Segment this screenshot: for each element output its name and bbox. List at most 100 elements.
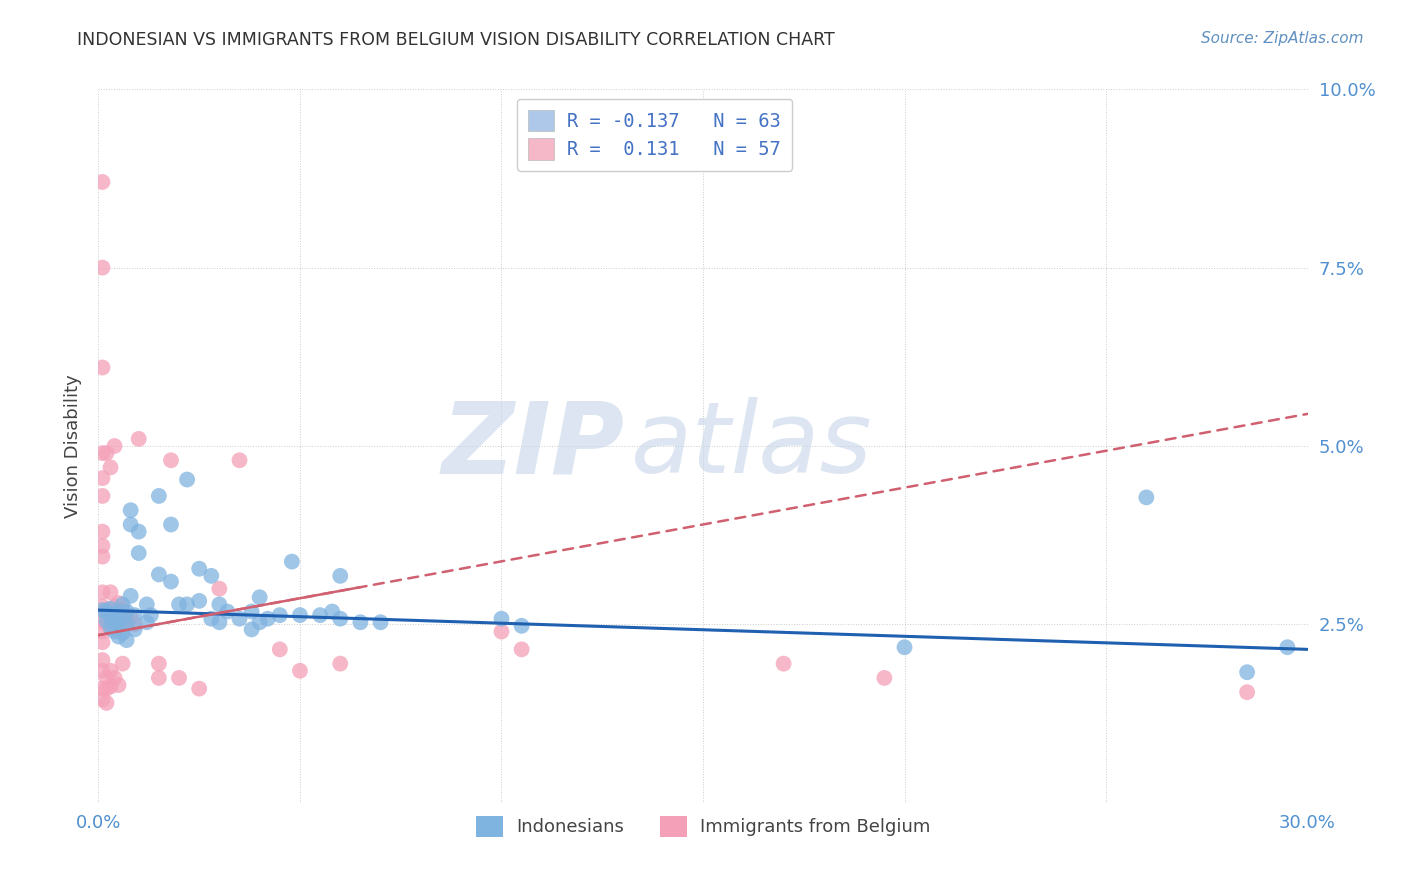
Text: Source: ZipAtlas.com: Source: ZipAtlas.com [1201,31,1364,46]
Point [111,657,134,671]
Point [103,599,125,614]
Point [91,360,114,375]
Point [269,642,291,657]
Point [100,664,122,678]
Point [249,615,271,630]
Point [772,657,794,671]
Point [200,612,222,626]
Point [321,605,343,619]
Point [115,617,138,632]
Point [1236,665,1258,680]
Point [96,681,118,696]
Text: INDONESIAN VS IMMIGRANTS FROM BELGIUM VISION DISABILITY CORRELATION CHART: INDONESIAN VS IMMIGRANTS FROM BELGIUM VI… [77,31,835,49]
Point [249,591,271,605]
Point [96,603,118,617]
Point [240,623,263,637]
Legend: Indonesians, Immigrants from Belgium: Indonesians, Immigrants from Belgium [468,808,938,844]
Point [1277,640,1299,655]
Point [128,546,150,560]
Point [100,621,122,635]
Point [217,605,239,619]
Point [139,608,162,623]
Point [167,598,190,612]
Point [1236,685,1258,699]
Point [329,612,352,626]
Point [491,624,513,639]
Point [91,635,114,649]
Point [111,626,134,640]
Point [120,589,142,603]
Point [107,610,129,624]
Point [91,524,114,539]
Point [188,562,211,576]
Point [100,585,122,599]
Point [349,615,371,630]
Point [148,489,170,503]
Point [107,617,129,632]
Point [103,621,125,635]
Point [176,473,198,487]
Point [228,453,250,467]
Point [96,446,118,460]
Point [329,569,352,583]
Point [167,671,190,685]
Point [107,678,129,692]
Point [100,680,122,694]
Point [115,633,138,648]
Point [135,598,157,612]
Point [96,605,118,619]
Point [111,603,134,617]
Point [96,671,118,685]
Point [91,614,114,628]
Point [200,569,222,583]
Point [120,517,142,532]
Point [91,681,114,696]
Point [91,599,114,614]
Point [120,503,142,517]
Point [176,598,198,612]
Point [281,555,304,569]
Point [107,596,129,610]
Point [491,612,513,626]
Point [370,615,392,630]
Point [309,608,332,623]
Point [91,175,114,189]
Point [103,671,125,685]
Point [91,585,114,599]
Point [510,619,533,633]
Point [128,524,150,539]
Point [240,605,263,619]
Point [128,432,150,446]
Point [256,612,278,626]
Point [288,664,311,678]
Point [96,614,118,628]
Point [91,664,114,678]
Point [115,605,138,619]
Point [91,603,114,617]
Text: ZIP: ZIP [441,398,624,494]
Point [228,612,250,626]
Point [124,617,146,632]
Point [100,610,122,624]
Point [160,574,183,589]
Point [100,601,122,615]
Point [288,608,311,623]
Point [188,594,211,608]
Point [96,696,118,710]
Point [91,653,114,667]
Point [91,624,114,639]
Point [111,598,134,612]
Point [135,615,157,630]
Point [103,439,125,453]
Point [91,446,114,460]
Point [115,614,138,628]
Y-axis label: Vision Disability: Vision Disability [63,374,82,518]
Point [873,671,896,685]
Point [208,598,231,612]
Point [91,539,114,553]
Point [510,642,533,657]
Point [103,624,125,639]
Point [160,517,183,532]
Point [91,692,114,706]
Point [100,610,122,624]
